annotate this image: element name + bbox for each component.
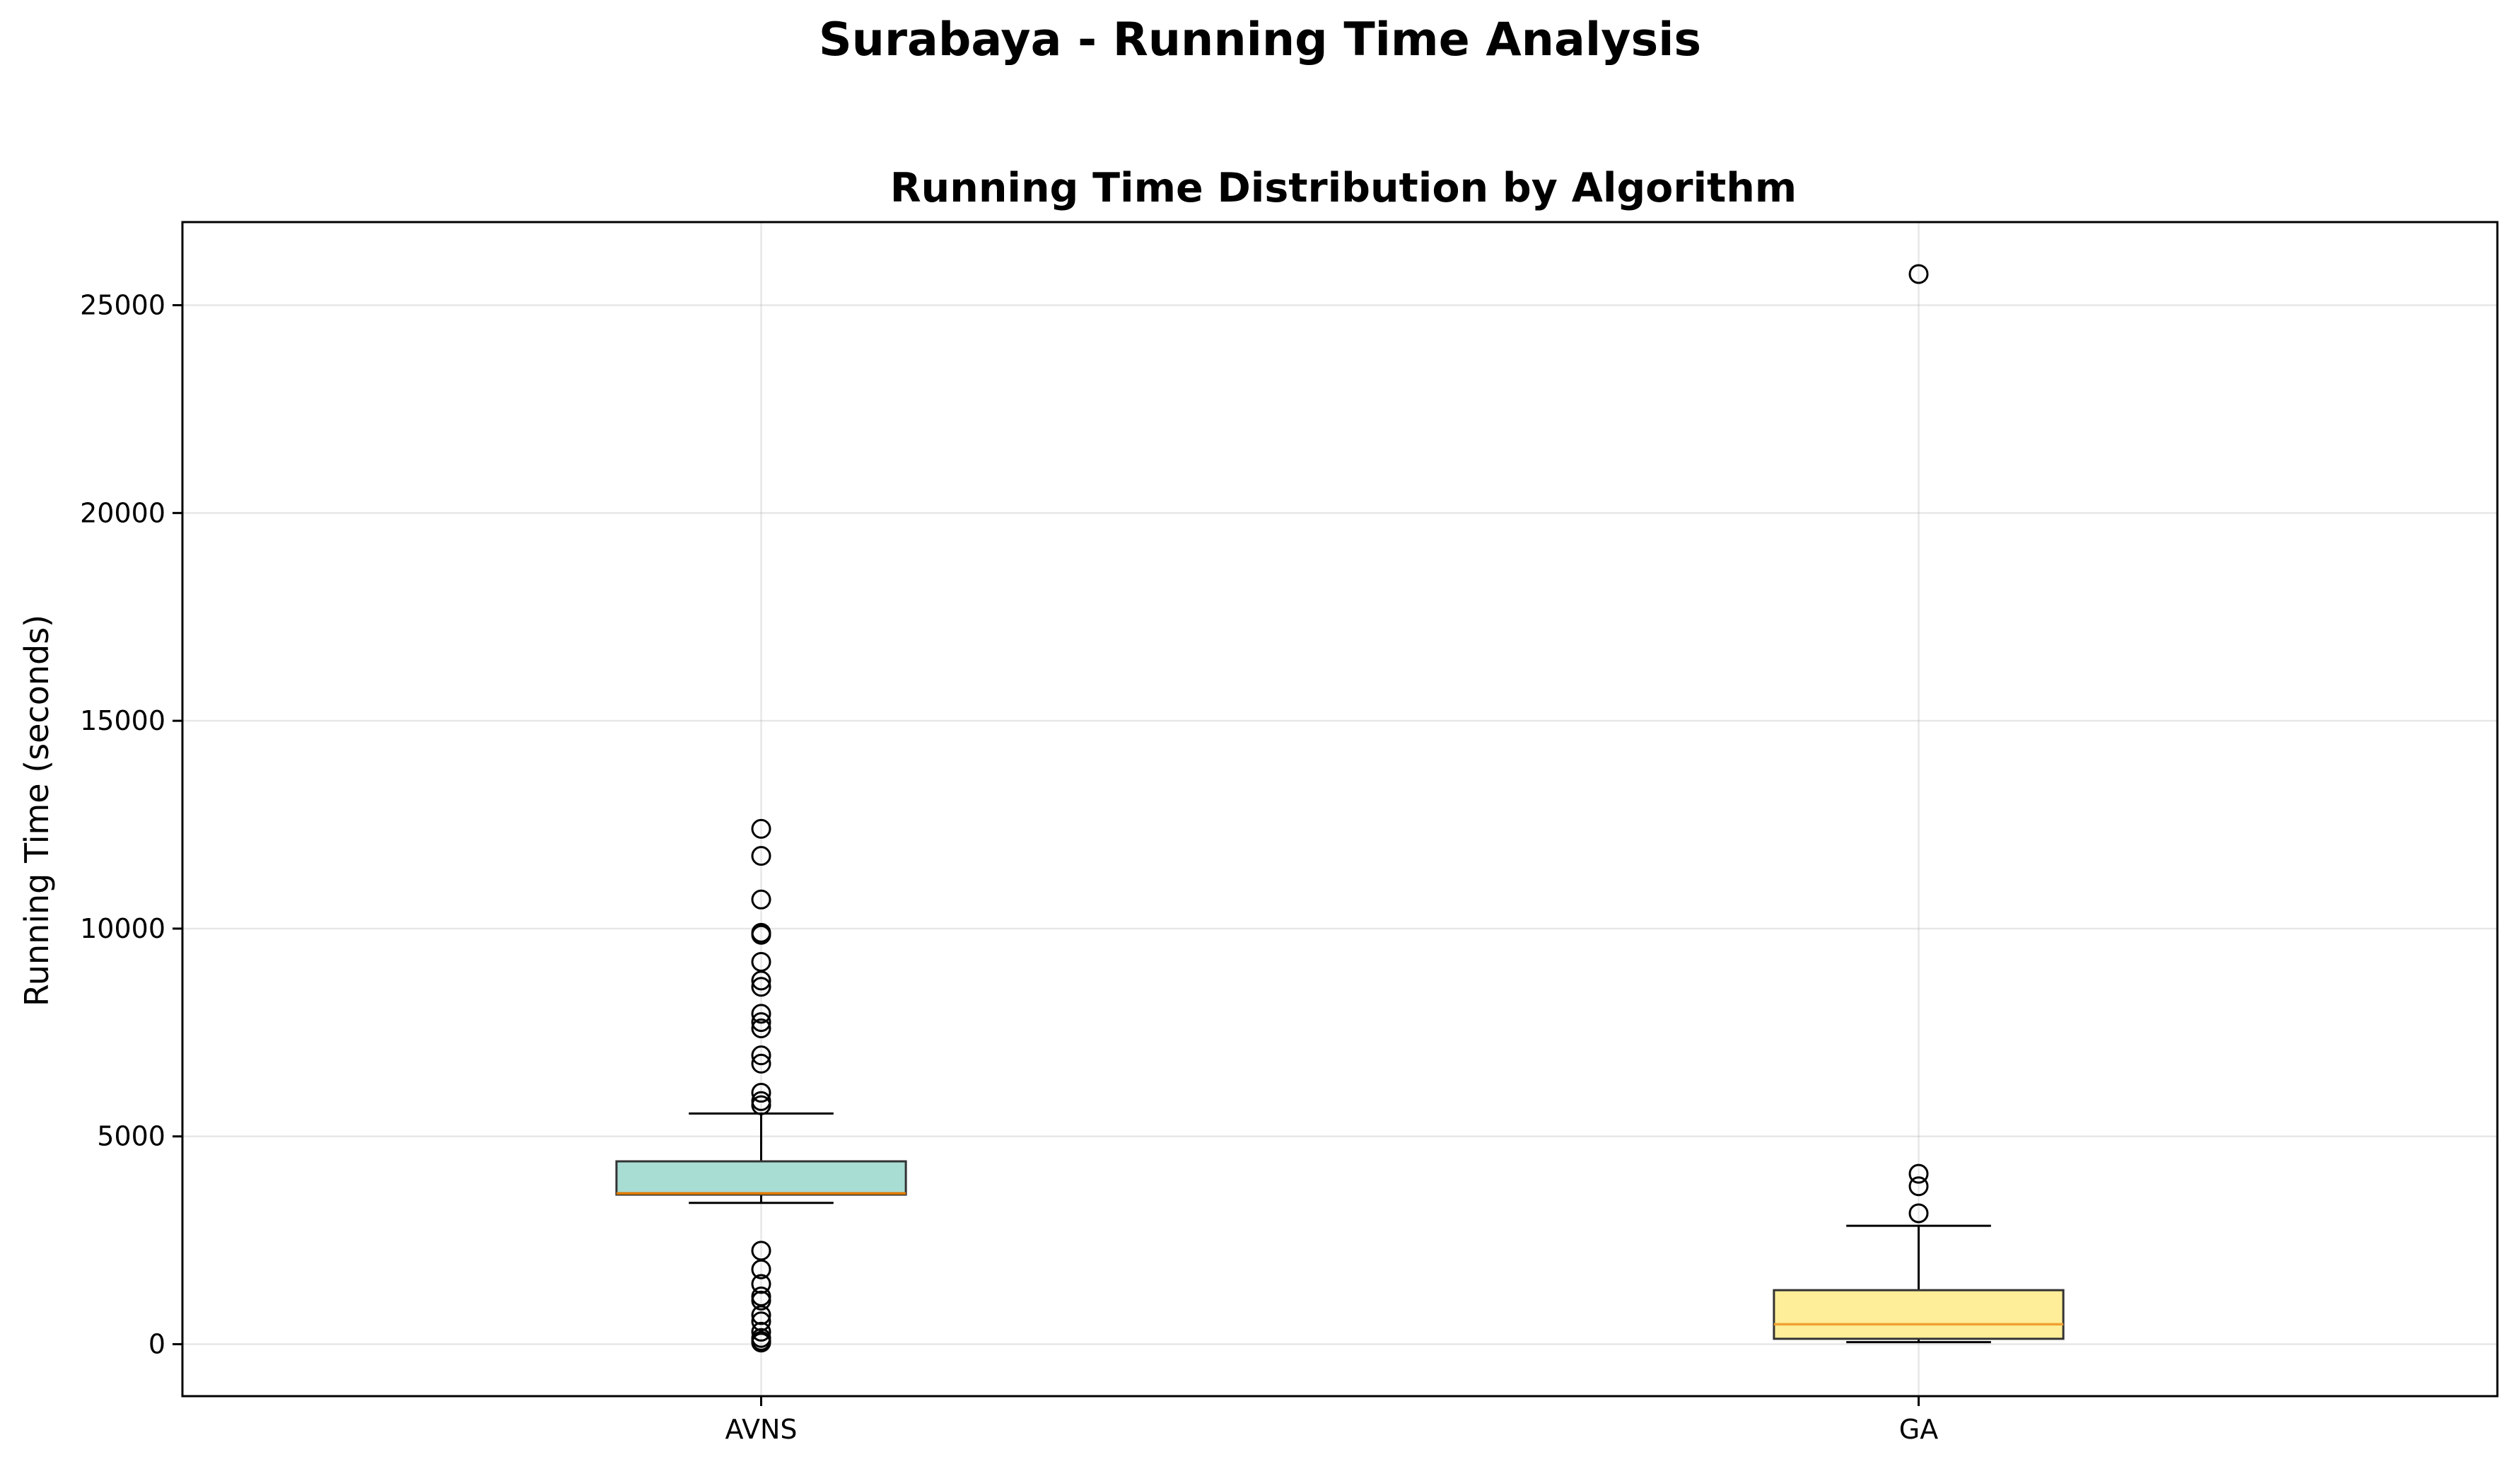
outlier-point	[1908, 1176, 1929, 1197]
box-ga	[1773, 264, 2065, 1344]
outlier-point	[751, 1095, 771, 1115]
outlier-point	[751, 1012, 771, 1033]
x-tick-label-avns: AVNS	[725, 1414, 797, 1445]
y-axis-label: Running Time (seconds)	[18, 615, 56, 1006]
outlier-point	[1908, 1163, 1929, 1184]
box-avns	[615, 818, 907, 1353]
iqr-box	[1773, 1289, 2065, 1340]
outlier-point	[751, 1083, 771, 1103]
y-tick-label: 15000	[80, 705, 165, 736]
axis-layer: 0 5000 10000 15000 20000 25000 AVNS GA	[80, 290, 1938, 1445]
y-tick-label: 25000	[80, 290, 165, 321]
figure-suptitle: Surabaya - Running Time Analysis	[819, 13, 1701, 66]
y-tick-label: 0	[148, 1329, 165, 1360]
outlier-point	[1908, 1203, 1929, 1224]
outlier-point	[751, 1259, 771, 1279]
outlier-point	[751, 1321, 771, 1342]
iqr-box	[615, 1160, 907, 1196]
plot-frame	[181, 221, 2499, 1398]
y-tick-label: 5000	[97, 1121, 165, 1152]
outlier-point	[751, 818, 771, 839]
outlier-point	[751, 1018, 771, 1038]
outlier-point	[751, 1004, 771, 1024]
data-layer	[615, 264, 2065, 1353]
y-tick-label: 10000	[80, 913, 165, 944]
outlier-point	[751, 889, 771, 910]
outlier-point	[751, 1045, 771, 1066]
y-tick-label: 20000	[80, 497, 165, 528]
chart-title: Running Time Distribution by Algorithm	[890, 165, 1797, 211]
outlier-point	[1908, 264, 1929, 284]
outlier-point	[751, 1332, 771, 1353]
x-tick-label-ga: GA	[1899, 1414, 1938, 1445]
grid-layer	[182, 222, 2497, 1396]
outlier-point	[751, 846, 771, 866]
outlier-point	[751, 924, 771, 945]
outlier-point	[751, 970, 771, 991]
outlier-point	[751, 1053, 771, 1074]
outlier-point	[751, 1290, 771, 1311]
outlier-point	[751, 977, 771, 997]
